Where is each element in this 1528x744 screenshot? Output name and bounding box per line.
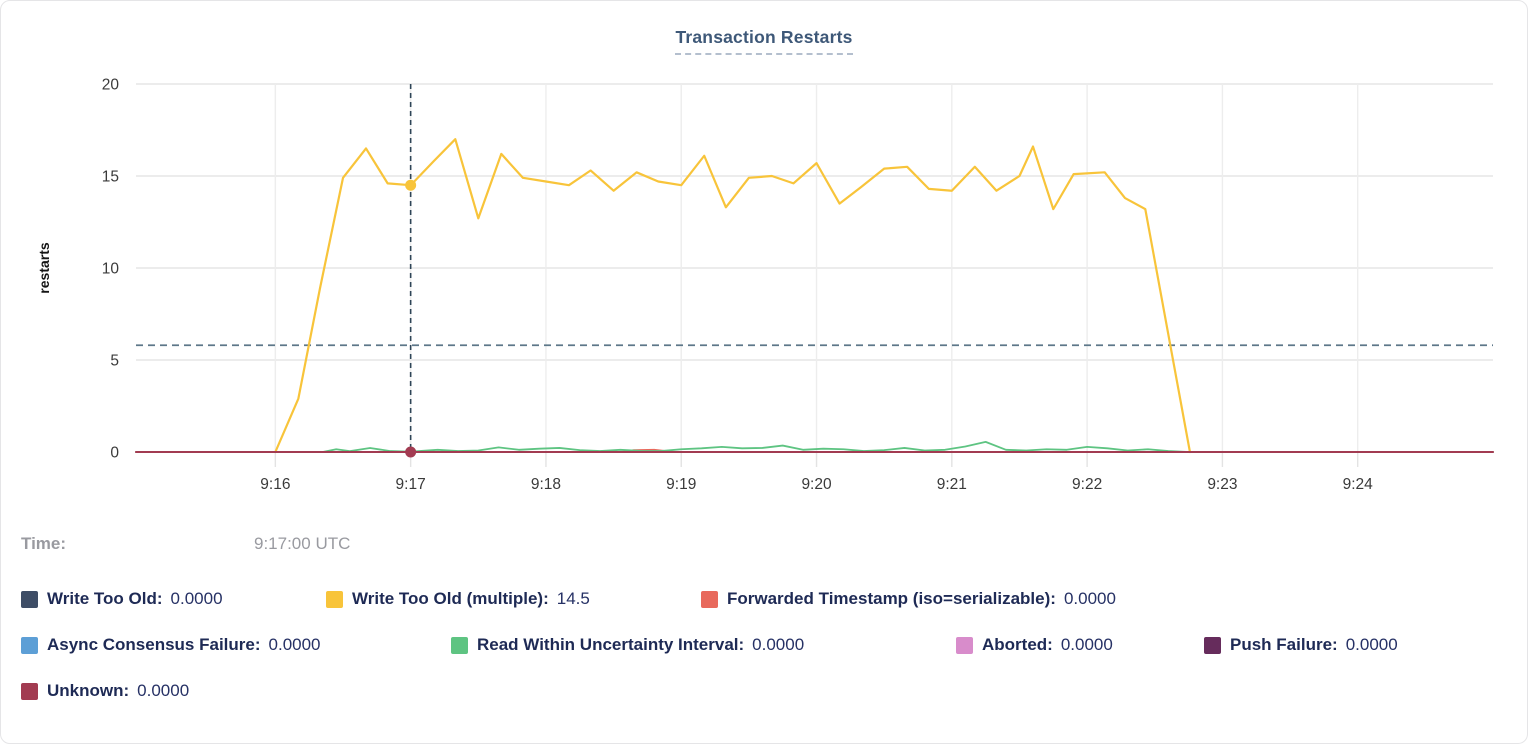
chart-title: Transaction Restarts <box>675 27 853 55</box>
y-tick-label: 10 <box>102 261 120 278</box>
chart-svg[interactable]: 0 5 10 15 20 9:16 9:17 9:18 9:19 9:20 9:21 9:22 9:23… <box>1 1 1527 521</box>
legend-item-forwarded-timestamp: Forwarded Timestamp (iso=serializable): … <box>701 589 1116 609</box>
y-tick-label: 15 <box>102 169 119 186</box>
legend-value: 0.0000 <box>268 635 321 654</box>
hover-point-write-too-old-multiple- <box>405 179 417 191</box>
x-tick-label: 9:23 <box>1207 476 1237 493</box>
legend-item-async-consensus-failure: Async Consensus Failure: 0.0000 <box>21 635 321 655</box>
legend-item-read-within-uncertainty: Read Within Uncertainty Interval: 0.0000 <box>451 635 804 655</box>
legend-swatch <box>1204 636 1221 654</box>
time-label: Time: <box>21 534 67 553</box>
x-tick-label: 9:22 <box>1072 476 1102 493</box>
legend-value: 0.0000 <box>752 635 805 654</box>
legend-label: Async Consensus Failure: <box>47 635 261 654</box>
legend-swatch <box>21 682 38 700</box>
legend-swatch <box>451 636 468 654</box>
series-line-write-too-old-multiple- <box>274 138 1192 454</box>
legend-swatch <box>956 636 973 654</box>
legend-swatch <box>21 636 38 654</box>
legend-value: 0.0000 <box>137 681 190 700</box>
legend-label: Aborted: <box>982 635 1053 654</box>
time-value: 9:17:00 UTC <box>254 534 351 553</box>
legend-label: Write Too Old (multiple): <box>352 589 549 608</box>
y-axis-label: restarts <box>36 242 52 294</box>
legend-row: Write Too Old: 0.0000 Write Too Old (mul… <box>1 589 1527 635</box>
chart-title-wrap: Transaction Restarts <box>1 27 1527 55</box>
legend-row: Unknown: 0.0000 <box>1 681 1527 727</box>
hover-time-row: Time: 9:17:00 UTC <box>1 534 1527 560</box>
legend-row: Async Consensus Failure: 0.0000 Read Wit… <box>1 635 1527 681</box>
x-tick-label: 9:24 <box>1343 476 1374 493</box>
legend: Write Too Old: 0.0000 Write Too Old (mul… <box>1 589 1527 727</box>
legend-item-write-too-old-multiple: Write Too Old (multiple): 14.5 <box>326 589 590 609</box>
x-tick-label: 9:21 <box>937 476 967 493</box>
x-tick-label: 9:19 <box>666 476 696 493</box>
legend-label: Write Too Old: <box>47 589 163 608</box>
legend-item-push-failure: Push Failure: 0.0000 <box>1204 635 1398 655</box>
y-tick-label: 0 <box>110 445 119 462</box>
legend-value: 14.5 <box>556 589 590 608</box>
legend-value: 0.0000 <box>1060 635 1113 654</box>
legend-swatch <box>21 590 38 608</box>
legend-item-write-too-old: Write Too Old: 0.0000 <box>21 589 223 609</box>
legend-label: Read Within Uncertainty Interval: <box>477 635 745 654</box>
x-tick-label: 9:16 <box>260 476 290 493</box>
legend-label: Unknown: <box>47 681 130 700</box>
series-line-read-within-uncertainty-interval <box>135 440 1494 453</box>
legend-label: Push Failure: <box>1230 635 1338 654</box>
x-tick-label: 9:17 <box>396 476 426 493</box>
legend-value: 0.0000 <box>1063 589 1116 608</box>
legend-item-unknown: Unknown: 0.0000 <box>21 681 189 701</box>
y-tick-label: 20 <box>102 77 120 94</box>
x-tick-label: 9:18 <box>531 476 561 493</box>
legend-label: Forwarded Timestamp (iso=serializable): <box>727 589 1056 608</box>
hover-point-unknown <box>405 446 417 458</box>
x-tick-label: 9:20 <box>801 476 832 493</box>
legend-swatch <box>701 590 718 608</box>
legend-item-aborted: Aborted: 0.0000 <box>956 635 1113 655</box>
y-tick-label: 5 <box>110 353 119 370</box>
legend-value: 0.0000 <box>170 589 223 608</box>
legend-swatch <box>326 590 343 608</box>
legend-value: 0.0000 <box>1345 635 1398 654</box>
